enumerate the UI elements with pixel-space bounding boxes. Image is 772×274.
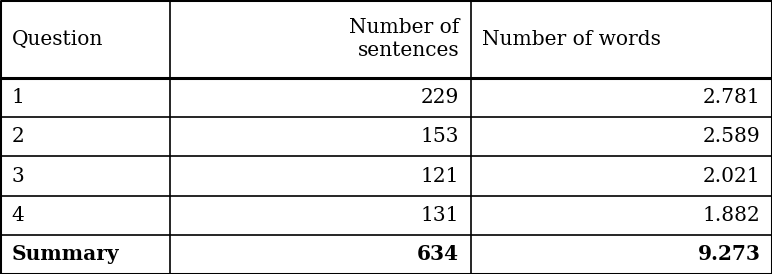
Text: 3: 3 — [12, 167, 25, 185]
Text: 4: 4 — [12, 206, 25, 225]
Text: Number of words: Number of words — [482, 30, 662, 48]
Text: Question: Question — [12, 30, 103, 48]
Text: 121: 121 — [421, 167, 459, 185]
Text: Number of
sentences: Number of sentences — [349, 18, 459, 60]
Text: 2: 2 — [12, 127, 25, 146]
Text: 634: 634 — [417, 244, 459, 264]
Text: Summary: Summary — [12, 244, 119, 264]
Text: 2.781: 2.781 — [703, 88, 760, 107]
Text: 1: 1 — [12, 88, 25, 107]
Text: 131: 131 — [421, 206, 459, 225]
Text: 2.021: 2.021 — [703, 167, 760, 185]
Text: 153: 153 — [421, 127, 459, 146]
Text: 229: 229 — [421, 88, 459, 107]
Text: 9.273: 9.273 — [698, 244, 760, 264]
Text: 2.589: 2.589 — [703, 127, 760, 146]
Text: 1.882: 1.882 — [703, 206, 760, 225]
